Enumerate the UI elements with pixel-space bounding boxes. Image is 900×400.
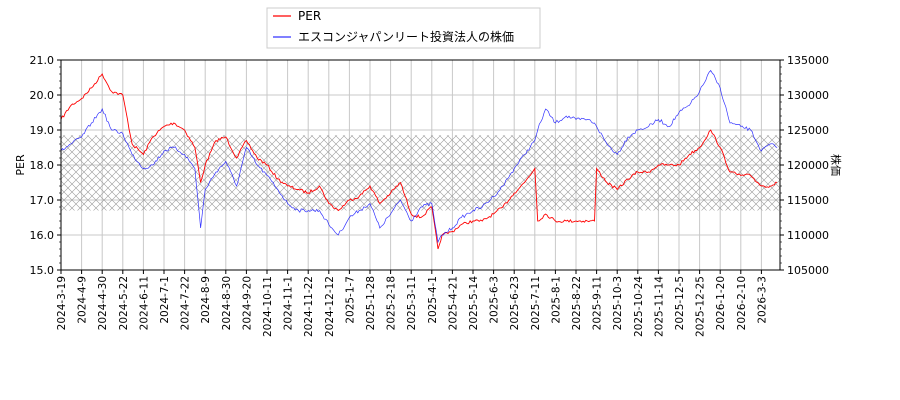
y-tick-label: 19.0 (30, 124, 55, 137)
x-tick-label: 2025-11-14 (653, 276, 665, 337)
x-tick-label: 2025-1-7 (344, 276, 356, 324)
y-tick-label: 18.0 (30, 159, 55, 172)
x-tick-label: 2024-6-11 (138, 276, 150, 330)
y2-tick-label: 115000 (787, 194, 829, 207)
left-axis: 15.0 16.0 17.0 18.0 19.0 20.0 21.0 (30, 54, 61, 277)
legend-price-label: エスコンジャパンリート投資法人の株価 (298, 29, 514, 44)
y-axis-label: PER (14, 154, 27, 176)
y-tick-label: 16.0 (30, 229, 55, 242)
y-tick-label: 17.0 (30, 194, 55, 207)
y-tick-label: 21.0 (30, 54, 55, 67)
y2-tick-label: 135000 (787, 54, 829, 67)
price-line (61, 69, 778, 244)
hatched-band (61, 135, 780, 211)
y2-tick-label: 120000 (787, 159, 829, 172)
legend-per-label: PER (298, 9, 321, 23)
x-tick-label: 2025-5-14 (468, 276, 480, 331)
x-tick-label: 2025-3-11 (406, 276, 418, 330)
x-tick-label: 2025-8-1 (550, 276, 562, 324)
x-tick-label: 2025-10-3 (612, 276, 624, 330)
x-tick-label: 2025-1-28 (365, 276, 377, 330)
x-tick-label: 2026-1-20 (715, 276, 727, 330)
x-tick-label: 2024-8-30 (221, 276, 233, 330)
x-tick-label: 2024-11-1 (283, 276, 295, 330)
right-axis: 105000 110000 115000 120000 125000 130000 1350… (780, 54, 829, 277)
x-tick-label: 2024-8-9 (200, 276, 212, 324)
y2-axis-label: 株価 (829, 154, 843, 176)
x-tick-label: 2024-4-30 (97, 276, 109, 330)
x-tick-label: 2025-12-25 (695, 276, 707, 337)
x-tick-label: 2025-2-18 (386, 276, 398, 330)
x-tick-label: 2025-4-21 (447, 276, 459, 330)
x-tick-label: 2024-11-22 (303, 276, 315, 337)
x-tick-label: 2025-10-24 (633, 276, 645, 337)
x-tick-label: 2025-12-5 (674, 276, 686, 330)
y-tick-label: 15.0 (30, 264, 55, 277)
x-tick-label: 2024-9-20 (241, 276, 253, 330)
x-axis: 2024-3-19 2024-4-9 2024-4-30 2024-5-22 2024-… (56, 270, 768, 337)
x-tick-label: 2024-12-12 (324, 276, 336, 337)
x-tick-label: 2024-7-22 (180, 276, 192, 330)
legend-box (266, 7, 541, 49)
per-line (61, 73, 778, 250)
y2-tick-label: 110000 (787, 229, 829, 242)
x-tick-label: 2024-4-9 (77, 276, 89, 324)
x-tick-label: 2026-3-3 (756, 276, 768, 324)
x-tick-label: 2026-2-10 (736, 276, 748, 330)
x-tick-label: 2024-10-11 (262, 276, 274, 337)
x-tick-label: 2025-4-1 (427, 276, 439, 324)
x-tick-label: 2025-7-11 (530, 276, 542, 330)
y2-tick-label: 105000 (787, 264, 829, 277)
x-tick-label: 2025-6-23 (509, 276, 521, 330)
x-tick-label: 2025-9-11 (592, 276, 604, 330)
x-tick-label: 2024-5-22 (118, 276, 130, 330)
y2-tick-label: 130000 (787, 89, 829, 102)
x-tick-label: 2024-3-19 (56, 276, 68, 330)
x-tick-label: 2025-6-3 (489, 276, 501, 324)
legend: PER エスコンジャパンリート投資法人の株価 (266, 7, 541, 49)
y-tick-label: 20.0 (30, 89, 55, 102)
x-tick-label: 2025-8-22 (571, 276, 583, 330)
y2-tick-label: 125000 (787, 124, 829, 137)
x-tick-label: 2024-7-1 (159, 276, 171, 324)
